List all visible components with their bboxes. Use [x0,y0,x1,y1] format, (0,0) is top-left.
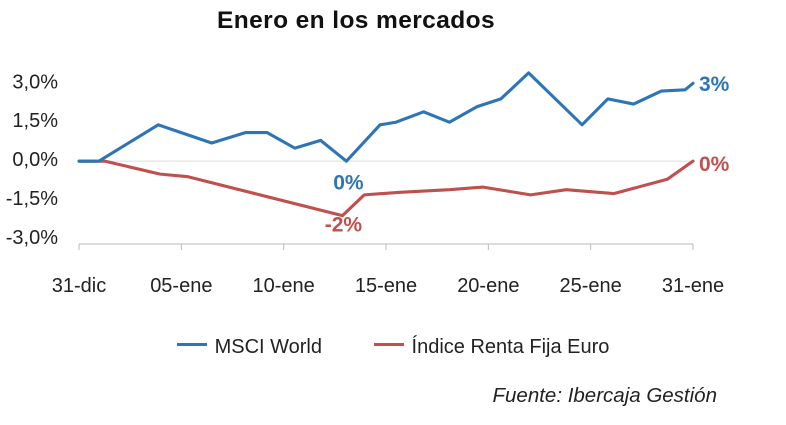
svg-text:-3,0%: -3,0% [6,227,58,249]
svg-text:15-ene: 15-ene [355,275,417,297]
svg-text:10-ene: 10-ene [253,275,315,297]
svg-text:0%: 0% [699,153,730,176]
svg-text:0%: 0% [333,172,364,195]
svg-text:20-ene: 20-ene [457,275,519,297]
svg-text:31-ene: 31-ene [662,275,724,297]
svg-text:05-ene: 05-ene [150,275,212,297]
svg-text:0,0%: 0,0% [12,149,58,171]
svg-text:1,5%: 1,5% [12,110,58,132]
svg-text:-2%: -2% [325,214,363,237]
svg-text:-1,5%: -1,5% [6,188,58,210]
svg-text:31-dic: 31-dic [52,275,106,297]
svg-text:3%: 3% [699,73,730,96]
svg-text:3,0%: 3,0% [12,71,58,93]
svg-text:25-ene: 25-ene [560,275,622,297]
